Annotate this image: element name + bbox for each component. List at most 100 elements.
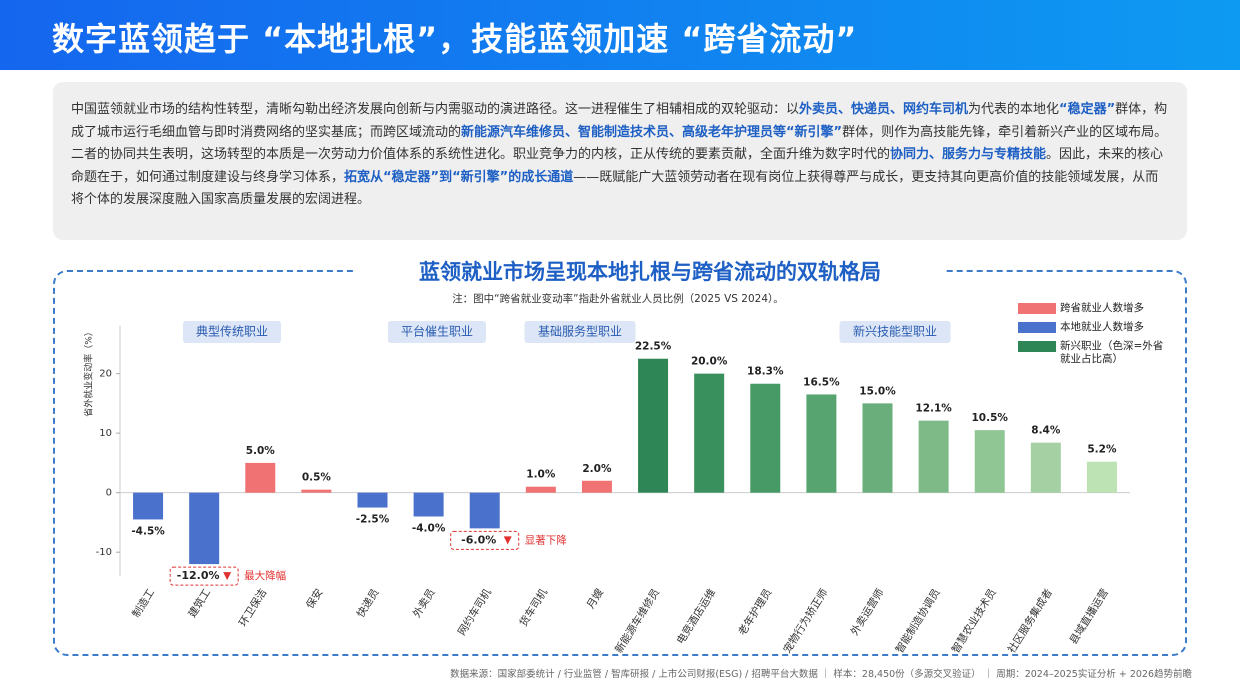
x-tick-label: 外卖员 — [411, 587, 438, 620]
annotation: 最大降幅 — [244, 569, 286, 582]
bar — [413, 492, 444, 517]
value-label: 10.5% — [972, 412, 1009, 424]
bar — [1086, 461, 1117, 493]
legend-label: 新兴职业（色深=外省就业占比高） — [1060, 340, 1164, 365]
group-label: 基础服务型职业 — [538, 324, 622, 339]
bar — [694, 373, 725, 493]
body-text: 群体，构成了城市运行毛细血管与即时消费网络的坚实基底；而跨区域流动的 — [71, 102, 1168, 140]
legend: 跨省就业人数增多 本地就业人数增多新兴职业（色深=外省就业占比高） — [1018, 302, 1168, 372]
legend-item: 跨省就业人数增多 — [1018, 302, 1168, 315]
bar — [357, 492, 388, 508]
group-label: 新兴技能型职业 — [853, 324, 937, 339]
group-label: 平台催生职业 — [401, 324, 473, 339]
value-label: 22.5% — [635, 341, 672, 353]
x-tick-label: 智慧农业技术员 — [949, 586, 999, 655]
x-tick-label: 宠物行为矫正师 — [781, 586, 831, 655]
value-label: 12.1% — [915, 403, 952, 415]
x-tick-label: 县域直播运营 — [1067, 586, 1111, 646]
bar — [750, 383, 781, 493]
legend-swatch — [1018, 303, 1056, 314]
y-tick-label: -10 — [96, 547, 112, 558]
legend-swatch — [1018, 341, 1056, 352]
legend-label: 本地就业人数增多 — [1060, 321, 1144, 333]
bar — [918, 420, 949, 493]
paragraph: 中国蓝领就业市场的结构性转型，清晰勾勒出经济发展向创新与内需驱动的演进路径。这一… — [71, 99, 1169, 144]
group-label-bg — [183, 321, 281, 343]
y-tick-label: 20 — [99, 369, 112, 380]
legend-item: 新兴职业（色深=外省就业占比高） — [1018, 340, 1168, 366]
bar — [581, 480, 612, 493]
y-tick-label: 10 — [99, 428, 112, 439]
paragraph: 二者的协同共生表明，这场转型的本质是一次劳动力价值体系的系统性进化。职业竞争力的… — [71, 144, 1169, 212]
value-label: -4.0% — [412, 522, 446, 534]
x-tick-label: 月嫂 — [585, 586, 607, 611]
group-label-bg — [839, 321, 951, 343]
legend-label: 跨省就业人数增多 — [1060, 302, 1144, 314]
value-label: 2.0% — [582, 463, 612, 475]
y-axis-label: 省外就业变动率（%） — [83, 327, 95, 417]
bar — [638, 358, 669, 493]
x-tick-label: 保安 — [303, 586, 325, 611]
x-tick-label: 环卫保洁 — [236, 586, 269, 629]
x-tick-label: 智能制造协调员 — [893, 586, 943, 655]
bar — [133, 492, 164, 520]
value-label: -6.0% — [461, 533, 496, 546]
value-label: -12.0% — [177, 569, 220, 582]
x-tick-label: 货车司机 — [517, 586, 551, 629]
x-tick-label: 社区服务集成者 — [1005, 586, 1055, 655]
x-tick-label: 网约车司机 — [455, 586, 494, 638]
title-bg — [355, 258, 945, 288]
group-label-bg — [524, 321, 636, 343]
highlight-box — [169, 566, 239, 586]
body-text: ——既赋能广大蓝领劳动者在现有岗位上获得尊严与成长，更支持其向更高价值的技能领域… — [71, 169, 1159, 208]
down-arrow — [503, 536, 512, 545]
bar — [245, 462, 276, 493]
page-title: 数字蓝领趋于 “本地扎根”，技能蓝领加速 “跨省流动” — [52, 20, 858, 58]
emphasis-text: 新能源汽车维修员、智能制造技术员、高级老年护理员等“新引擎” — [461, 124, 843, 140]
emphasis-text: “稳定器” — [1059, 102, 1116, 117]
body-text: 。因此，未来的核心命题在于，如何通过制度建设与终身学习体系， — [71, 147, 1164, 185]
value-label: 15.0% — [859, 385, 896, 397]
footer-source: 数据来源：国家部委统计 / 行业监管 / 智库研报 / 上市公司财报(ESG) … — [450, 669, 1192, 680]
body-text: 为代表的本地化 — [968, 102, 1060, 117]
value-label: 16.5% — [803, 376, 840, 388]
emphasis-text: 外卖员、快递员、网约车司机 — [799, 102, 969, 117]
x-tick-label: 建筑工 — [186, 586, 214, 620]
group-label-bg — [388, 321, 486, 343]
bar — [525, 486, 556, 493]
x-tick-label: 老年护理员 — [736, 586, 775, 637]
bar — [974, 430, 1005, 493]
highlight-box — [450, 530, 520, 550]
annotation: 显著下降 — [525, 533, 567, 546]
bar — [1030, 442, 1061, 493]
bar — [806, 394, 837, 493]
down-arrow — [223, 572, 232, 581]
body-text: 中国蓝领就业市场的结构性转型，清晰勾勒出经济发展向创新与内需驱动的演进路径。这一… — [71, 102, 800, 117]
bar — [862, 403, 893, 493]
emphasis-text: 拓宽从“稳定器”到“新引擎”的成长通道 — [344, 169, 574, 185]
group-label: 典型传统职业 — [196, 324, 268, 339]
value-label: 1.0% — [526, 469, 556, 481]
intro-box: 中国蓝领就业市场的结构性转型，清晰勾勒出经济发展向创新与内需驱动的演进路径。这一… — [53, 82, 1187, 240]
value-label: 0.5% — [302, 472, 332, 484]
legend-swatch — [1018, 322, 1056, 333]
body-text: 二者的协同共生表明，这场转型的本质是一次劳动力价值体系的系统性进化。职业竞争力的… — [71, 147, 891, 162]
bar — [189, 492, 220, 565]
body-text: 群体，则作为高技能先锋，牵引着新兴产业的区域布局。 — [842, 124, 1168, 140]
value-label: -4.5% — [131, 525, 165, 537]
x-tick-label: 快递员 — [354, 586, 382, 620]
y-tick-label: 0 — [106, 488, 112, 499]
bar — [469, 492, 500, 529]
value-label: 8.4% — [1031, 425, 1061, 437]
bar — [301, 489, 332, 493]
value-label: 5.0% — [246, 445, 276, 457]
value-label: 5.2% — [1087, 444, 1117, 456]
x-tick-label: 电竞酒店运维 — [674, 586, 719, 647]
value-label: 18.3% — [747, 366, 784, 378]
emphasis-text: 协同力、服务力与专精技能 — [890, 147, 1047, 162]
value-label: -2.5% — [356, 514, 390, 526]
x-tick-label: 新能源车维修员 — [612, 586, 662, 655]
x-tick-label: 制造工 — [129, 586, 157, 620]
